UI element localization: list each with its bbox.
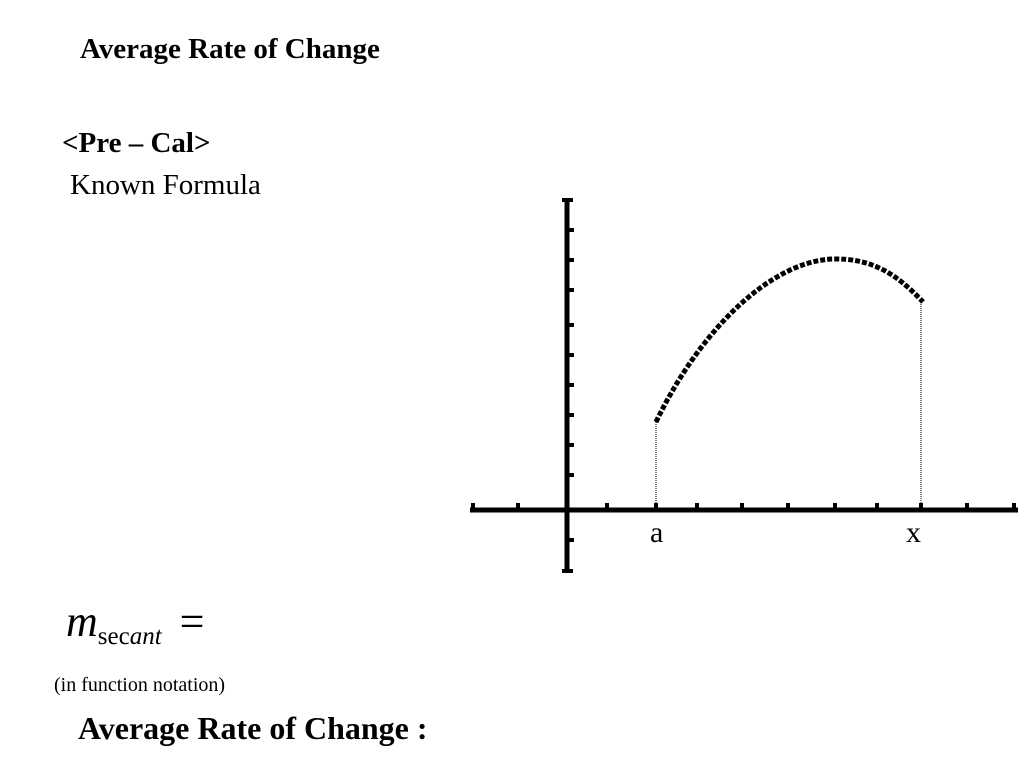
page-title: Average Rate of Change <box>80 33 380 65</box>
notation-note: (in function notation) <box>54 674 226 696</box>
function-curve <box>653 256 925 424</box>
course-label: <Pre – Cal> <box>62 127 211 159</box>
secant-slope-formula: msecant = <box>66 596 205 650</box>
section-subheading: Known Formula <box>70 169 261 201</box>
subscript-ant: ant <box>129 623 162 650</box>
equals-sign: = <box>179 597 205 646</box>
subscript-sec: sec <box>97 623 130 650</box>
slope-symbol: m <box>66 597 98 646</box>
point-x-label: x <box>906 516 921 549</box>
point-a-label: a <box>650 516 663 549</box>
secant-subscript: secant <box>98 623 162 650</box>
bottom-heading: Average Rate of Change : <box>78 710 428 746</box>
y-axis-ticks <box>567 228 574 542</box>
